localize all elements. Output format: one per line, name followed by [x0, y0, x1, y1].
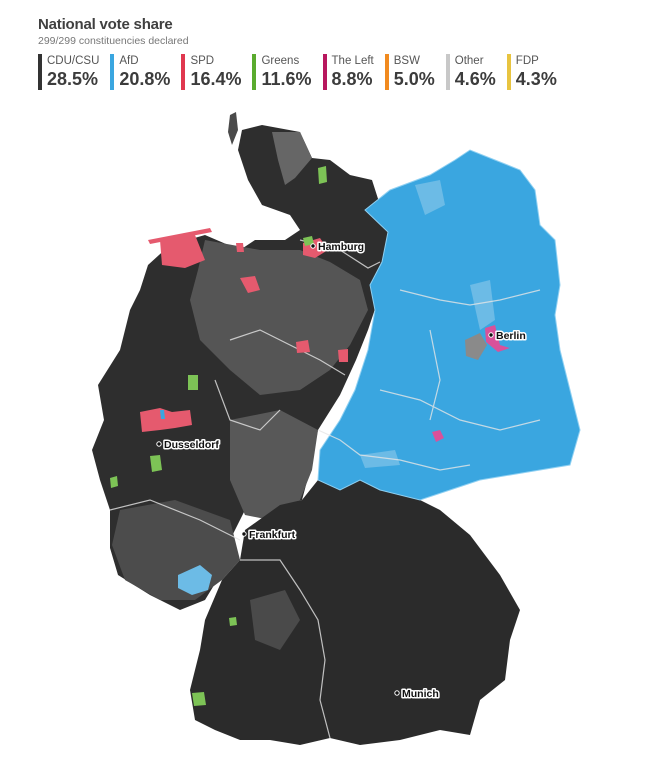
city-label: Munich [402, 688, 439, 700]
legend-label: Other [454, 55, 484, 67]
city-hamburg: Hamburg [310, 240, 366, 255]
legend-item-fdp: FDP 4.3% [506, 54, 557, 90]
legend-item-the-left: The Left 8.8% [322, 54, 374, 90]
city-label: Hamburg [318, 241, 364, 253]
legend-swatch [252, 54, 257, 90]
legend-swatch [445, 54, 450, 90]
legend-swatch [322, 54, 327, 90]
region-afd-kaiserslautern [178, 565, 212, 595]
state-borders [109, 239, 541, 739]
region-spd-bremen [240, 276, 260, 293]
legend-label: BSW [393, 55, 420, 67]
region-greens-kiel [318, 166, 327, 184]
legend-value: 11.6% [261, 69, 312, 89]
legend-swatch [181, 54, 186, 90]
region-greens-freiburg [192, 692, 206, 706]
region-south [190, 480, 520, 745]
city-dot [156, 441, 162, 447]
region-greens-hamburg [303, 236, 314, 246]
chart-subtitle: 299/299 constituencies declared [38, 35, 189, 47]
legend-item-bsw: BSW 5.0% [384, 54, 435, 90]
region-spd-hanover-1 [296, 340, 310, 353]
legend-label: Greens [261, 55, 300, 67]
city-frankfurt: Frankfurt [241, 528, 297, 543]
city-label: Frankfurt [249, 529, 296, 541]
city-berlin: Berlin [488, 329, 527, 344]
legend-value: 4.6% [454, 69, 496, 89]
legend-item-spd: SPD 16.4% [181, 54, 241, 90]
city-dusseldorf: Dusseldorf [156, 438, 221, 453]
region-afd-gelsenkirchen [160, 410, 165, 419]
region-afd-light-1 [415, 180, 445, 215]
city-dot [310, 243, 316, 249]
legend-swatch [384, 54, 389, 90]
region-other-berlin [465, 333, 487, 360]
region-greens-muenster [188, 375, 198, 390]
city-label: Berlin [496, 330, 526, 342]
city-dot [241, 531, 247, 537]
region-islands [228, 112, 238, 145]
region-spd-emden [160, 235, 205, 268]
legend: CDU/CSU 28.5% AfD 20.8% SPD 16.4% Greens 11.… [38, 54, 568, 90]
legend-value: 16.4% [190, 69, 242, 89]
legend-item-afd: AfD 20.8% [110, 54, 170, 90]
region-greens-cologne [150, 455, 162, 472]
region-greens-karlsruhe [229, 617, 237, 626]
legend-label: SPD [190, 55, 215, 67]
legend-label: CDU/CSU [47, 55, 100, 67]
legend-item-cdu-csu: CDU/CSU 28.5% [38, 54, 99, 90]
city-dot [488, 332, 494, 338]
region-spd-wilhelmshaven [236, 243, 244, 252]
city-dot [394, 690, 400, 696]
legend-swatch [110, 54, 115, 90]
legend-value: 28.5% [47, 69, 99, 89]
city-munich: Munich [394, 687, 440, 702]
region-greens-aachen [110, 476, 118, 488]
legend-label: The Left [331, 55, 374, 67]
legend-swatch [506, 54, 511, 90]
region-east-afd [317, 149, 581, 501]
chart-title: National vote share [38, 16, 173, 33]
region-afd-light-3 [360, 450, 400, 468]
legend-label: FDP [515, 55, 539, 67]
region-hesse [230, 410, 318, 520]
legend-value: 5.0% [393, 69, 435, 89]
region-lower-saxony [190, 240, 368, 395]
city-label: Dusseldorf [164, 439, 219, 451]
chart-header: National vote share 299/299 constituenci… [38, 16, 189, 47]
legend-swatch [38, 54, 42, 90]
legend-value: 20.8% [119, 69, 171, 89]
region-schleswig [272, 132, 312, 185]
legend-label: AfD [119, 55, 139, 67]
region-stuttgart-area [250, 590, 300, 650]
region-spd-hanover-2 [338, 349, 348, 362]
legend-value: 8.8% [331, 69, 373, 89]
legend-item-greens: Greens 11.6% [252, 54, 312, 90]
region-spd-ruhr [140, 408, 192, 432]
region-afd-light-2 [470, 280, 495, 330]
region-left-leipzig [432, 430, 444, 442]
region-left-berlin [485, 325, 510, 352]
legend-item-other: Other 4.6% [445, 54, 496, 90]
legend-value: 4.3% [515, 69, 557, 89]
